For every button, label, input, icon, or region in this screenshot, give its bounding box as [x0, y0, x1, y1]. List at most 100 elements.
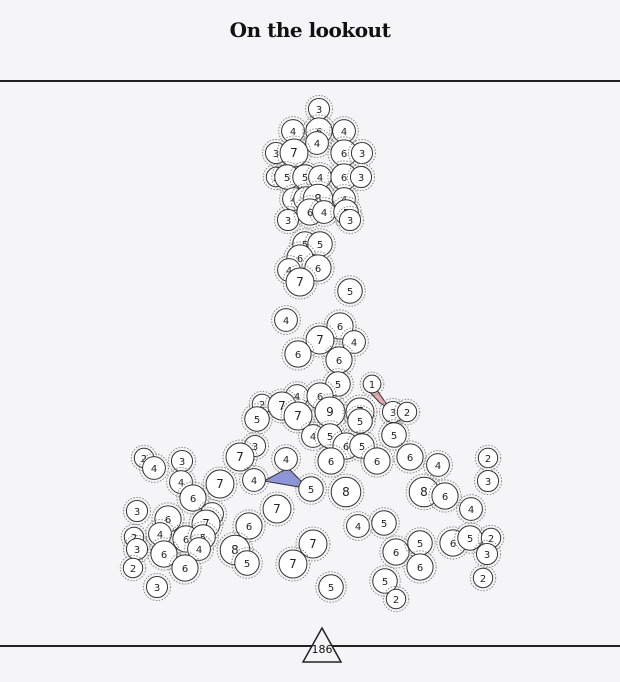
clue-node[interactable]: 6	[379, 535, 413, 569]
node-circle	[142, 456, 166, 480]
clue-node[interactable]: 3	[346, 162, 376, 192]
node-number: 2	[488, 534, 494, 545]
clue-node[interactable]: 5	[295, 473, 327, 505]
clue-node[interactable]: 7	[275, 546, 311, 582]
node-halo	[339, 327, 369, 357]
node-number: 8	[420, 485, 428, 499]
clue-node[interactable]: 4	[239, 465, 269, 495]
clue-node[interactable]: 2	[393, 398, 421, 426]
clue-node[interactable]: 5	[304, 228, 336, 260]
node-circle	[381, 422, 407, 448]
clue-node[interactable]: 5	[334, 275, 366, 307]
node-number: 3	[347, 216, 353, 227]
node-circle	[362, 374, 382, 394]
clue-node[interactable]: 4	[423, 450, 453, 480]
node-circle	[476, 469, 500, 493]
clue-node[interactable]: 6	[393, 440, 427, 474]
node-circle	[244, 406, 270, 432]
clue-node[interactable]: 5	[241, 403, 273, 435]
clue-node[interactable]: 2	[119, 554, 147, 582]
node-halo	[344, 405, 376, 437]
clue-node[interactable]: 2	[477, 524, 505, 552]
footer-divider	[0, 645, 620, 647]
clue-node[interactable]: 6	[281, 337, 315, 371]
clue-node[interactable]: 3	[335, 205, 365, 235]
node-number: 3	[358, 173, 364, 184]
node-halo	[346, 162, 376, 192]
node-halo	[327, 473, 365, 511]
node-number: 7	[216, 477, 224, 491]
clue-node[interactable]: 1	[359, 371, 385, 397]
node-number: 6	[393, 548, 399, 559]
node-number: 8	[231, 543, 239, 557]
node-circle	[145, 575, 169, 599]
node-number: 3	[134, 507, 140, 518]
node-number: 3	[390, 408, 396, 419]
node-halo	[301, 251, 335, 285]
clue-node[interactable]: 5	[231, 547, 263, 579]
clue-node[interactable]: 5	[378, 419, 410, 451]
page-number: 186	[311, 643, 333, 656]
clue-node[interactable]: 2	[469, 564, 497, 592]
node-number: 7	[309, 537, 317, 551]
node-halo	[302, 322, 338, 358]
node-circle	[278, 549, 308, 579]
node-number: 5	[417, 539, 423, 550]
clue-node[interactable]: 4	[343, 511, 373, 541]
node-number: 6	[246, 522, 252, 533]
node-circle	[459, 497, 483, 521]
node-halo	[147, 537, 181, 571]
clue-node[interactable]: 4	[271, 444, 301, 474]
clue-node[interactable]: 6	[428, 479, 462, 513]
clue-node[interactable]: 7	[282, 264, 318, 300]
node-halo	[231, 547, 263, 579]
clue-node[interactable]: 7	[222, 439, 258, 475]
clue-node[interactable]: 4	[139, 453, 169, 483]
clue-node[interactable]: 7	[202, 466, 238, 502]
node-halo	[334, 275, 366, 307]
node-circle	[298, 529, 328, 559]
clue-node[interactable]: 3	[473, 466, 503, 496]
clue-node[interactable]: 2	[474, 444, 502, 472]
node-halo	[473, 466, 503, 496]
node-circle	[242, 468, 266, 492]
node-number: 4	[196, 545, 202, 556]
clue-node[interactable]: 6	[176, 481, 210, 515]
clue-node[interactable]: 3	[347, 138, 377, 168]
clue-node[interactable]: 5	[344, 405, 376, 437]
node-circle	[205, 469, 235, 499]
node-halo	[369, 565, 401, 597]
clue-node[interactable]: 8	[327, 473, 365, 511]
clue-node[interactable]: 6	[360, 444, 394, 478]
clue-node[interactable]: 4	[456, 494, 486, 524]
shaded-region-blue	[262, 467, 313, 490]
node-circle	[225, 442, 255, 472]
node-halo	[241, 403, 273, 435]
clue-node[interactable]: 7	[295, 526, 331, 562]
node-number: 2	[259, 400, 265, 411]
clue-node[interactable]: 7	[259, 491, 295, 527]
node-circle	[396, 443, 424, 471]
node-halo	[281, 337, 315, 371]
clue-node[interactable]: 5	[315, 571, 347, 603]
clue-node[interactable]: 3	[122, 496, 152, 526]
clue-node[interactable]: 3	[142, 572, 172, 602]
clue-node[interactable]: 6	[314, 444, 348, 478]
node-number: 6	[343, 442, 349, 453]
node-number: 6	[374, 457, 380, 468]
clue-node[interactable]: 4	[271, 305, 301, 335]
clue-node[interactable]: 6	[323, 309, 357, 343]
node-number: 2	[130, 564, 136, 575]
clue-node[interactable]: 6	[168, 551, 202, 585]
clue-node[interactable]: 3	[472, 539, 502, 569]
node-number: 2	[480, 574, 486, 585]
clue-node[interactable]: 5	[368, 507, 400, 539]
clue-node[interactable]: 4	[309, 197, 339, 227]
node-circle	[337, 278, 363, 304]
node-circle	[385, 588, 407, 610]
clue-node[interactable]: 6	[403, 550, 437, 584]
node-halo	[271, 444, 301, 474]
node-number: 4	[290, 127, 296, 138]
clue-node[interactable]: 2	[382, 585, 410, 613]
